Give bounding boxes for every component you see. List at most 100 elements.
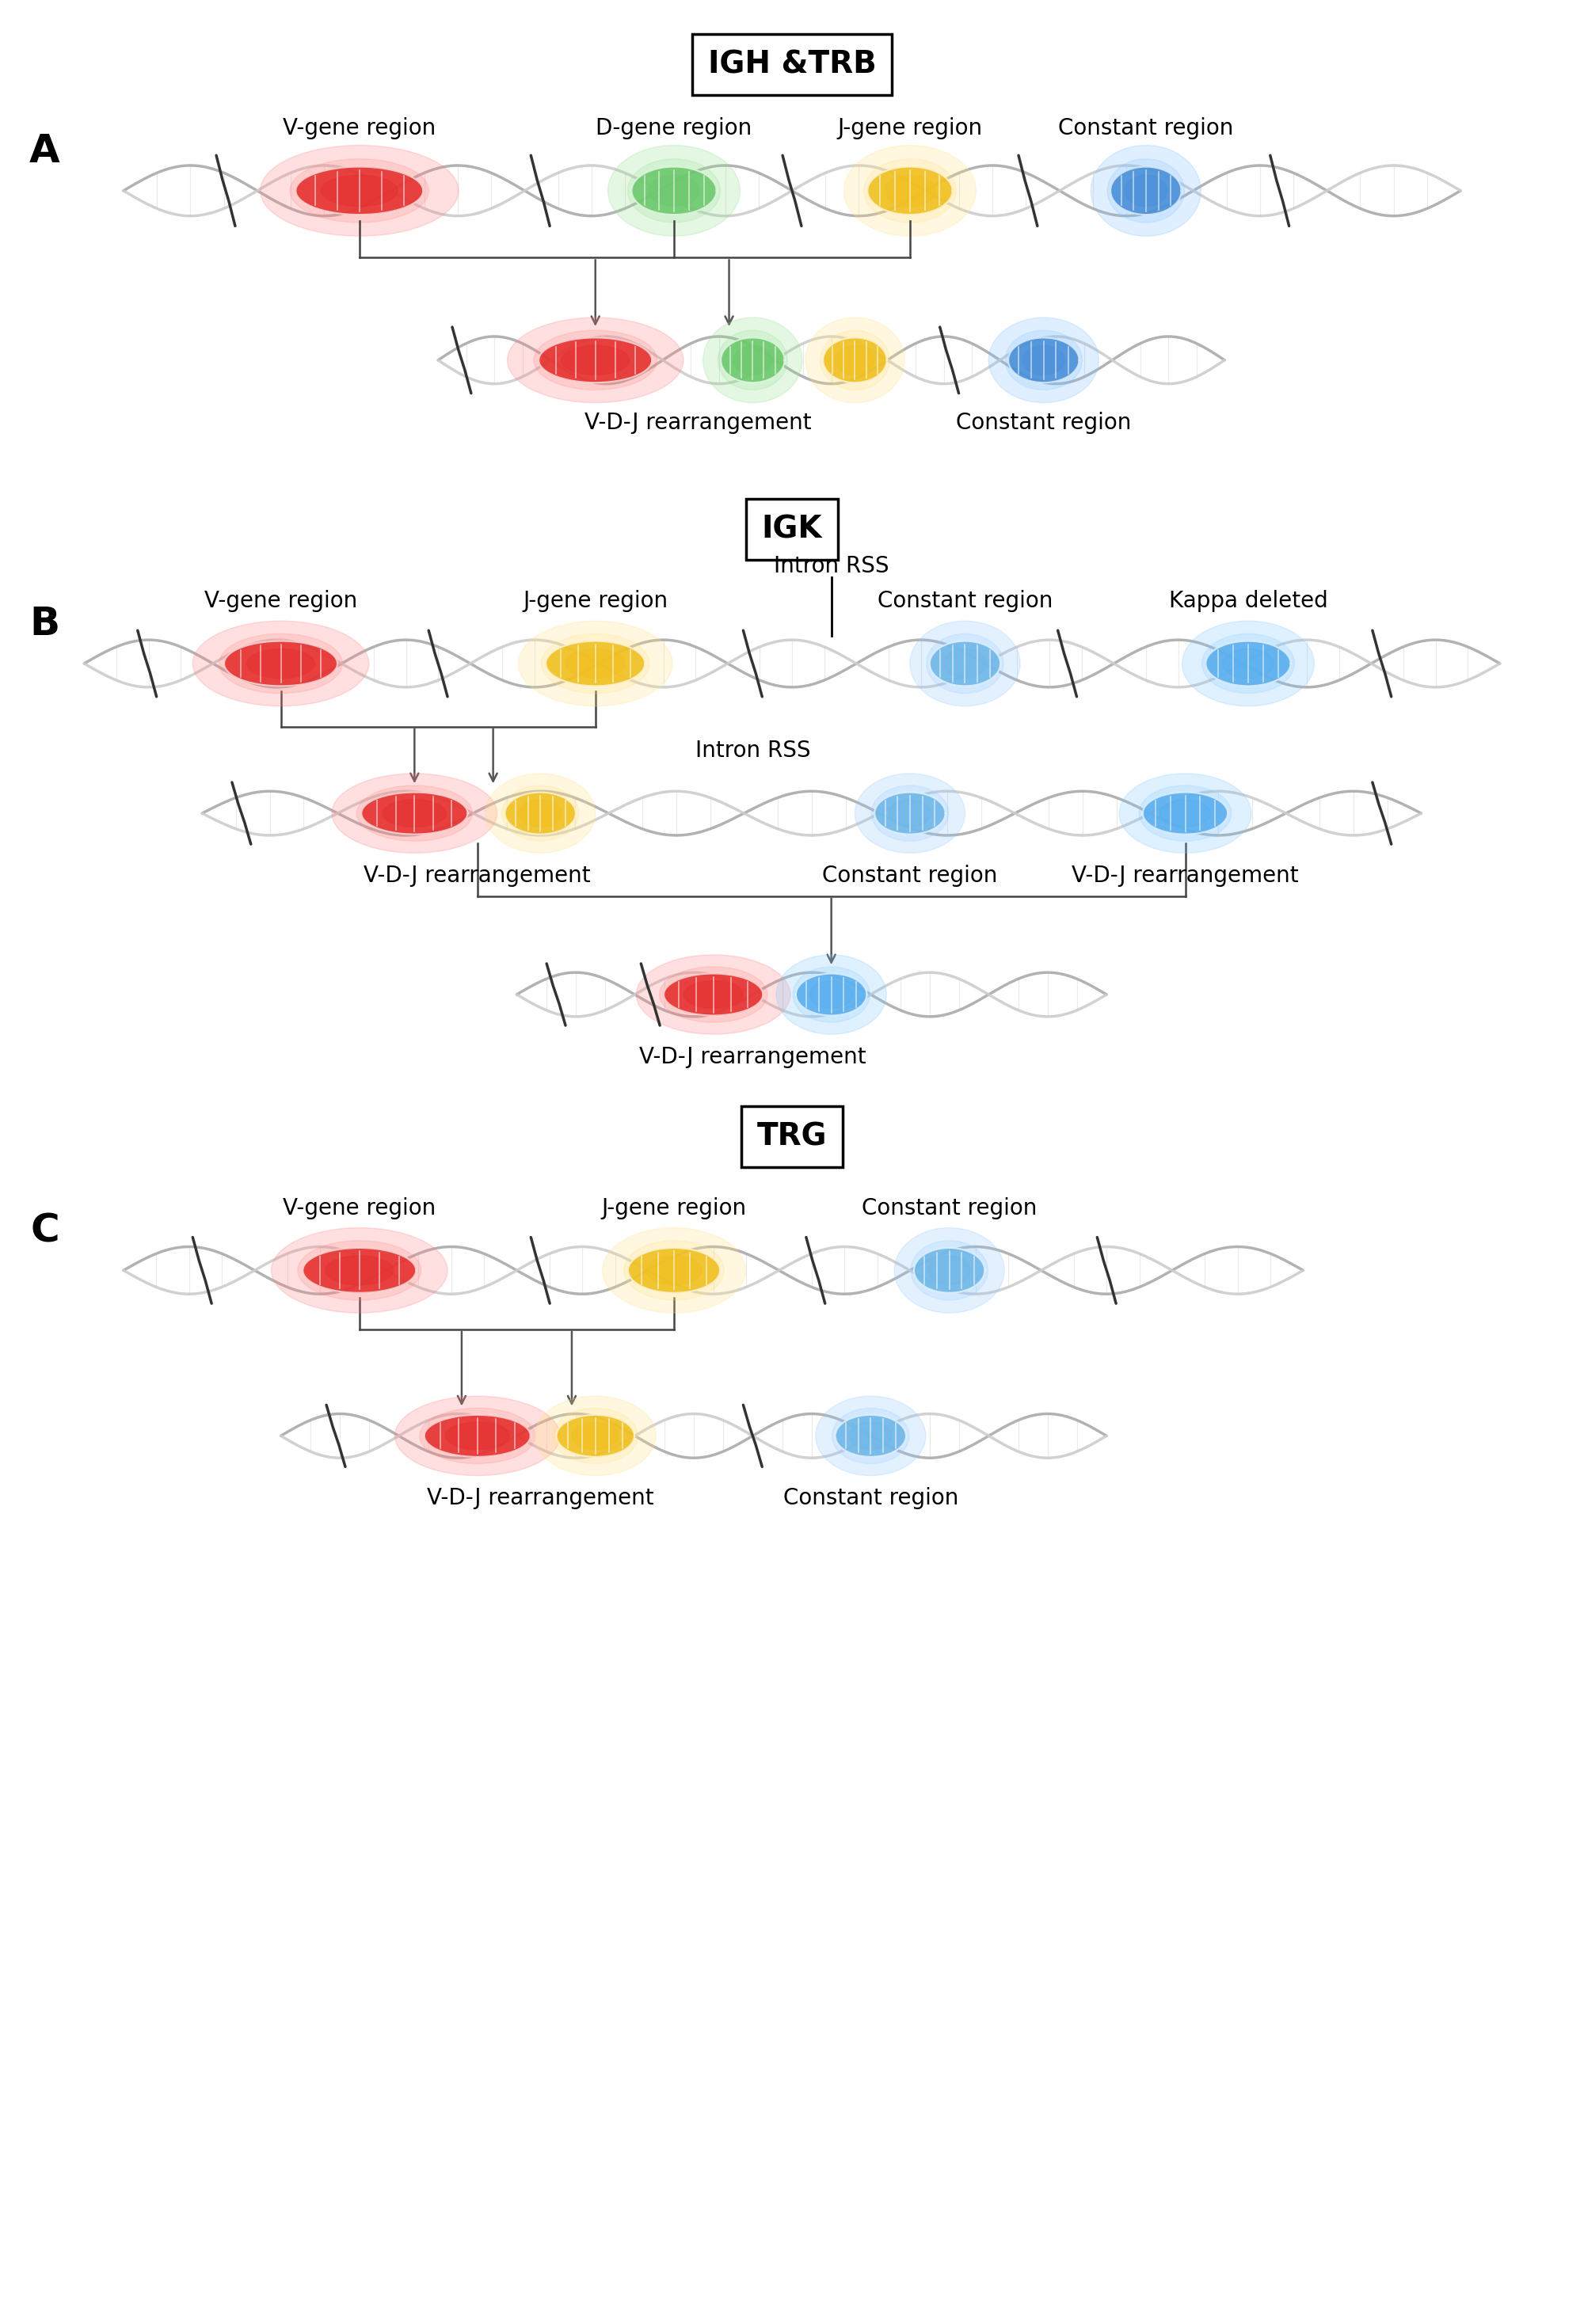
Text: D-gene region: D-gene region [596,116,752,139]
Polygon shape [868,167,952,214]
Ellipse shape [863,158,957,223]
Polygon shape [539,337,653,383]
Polygon shape [1223,648,1274,679]
Polygon shape [425,1415,531,1457]
Polygon shape [1125,174,1167,207]
Polygon shape [824,337,887,383]
Ellipse shape [805,318,904,402]
Ellipse shape [298,1241,421,1299]
Ellipse shape [535,1397,656,1476]
Polygon shape [445,1422,508,1450]
Polygon shape [627,1248,721,1292]
Polygon shape [322,174,398,207]
Text: V-D-J rearrangement: V-D-J rearrangement [364,865,591,888]
Ellipse shape [1006,330,1082,390]
Polygon shape [733,346,771,374]
Polygon shape [648,174,700,207]
Ellipse shape [356,786,472,841]
Ellipse shape [855,774,965,853]
Ellipse shape [542,634,649,693]
Text: V-gene region: V-gene region [284,1197,436,1220]
Ellipse shape [911,1241,988,1299]
Ellipse shape [260,146,458,237]
Ellipse shape [821,330,890,390]
Text: Constant region: Constant region [1058,116,1234,139]
Polygon shape [721,337,784,383]
Text: Constant region: Constant region [878,590,1053,611]
Ellipse shape [909,621,1020,706]
Text: Constant region: Constant region [782,1487,958,1508]
Text: V-D-J rearrangement: V-D-J rearrangement [640,1046,866,1069]
Ellipse shape [518,621,673,706]
Polygon shape [884,174,936,207]
Polygon shape [361,792,467,834]
Ellipse shape [553,1408,638,1464]
Polygon shape [836,346,874,374]
Polygon shape [684,981,743,1009]
Ellipse shape [1120,774,1251,853]
Polygon shape [572,1422,619,1450]
Text: IGH &TRB: IGH &TRB [708,49,876,79]
Text: TRG: TRG [757,1122,827,1150]
Text: IGK: IGK [762,514,822,544]
Text: J-gene region: J-gene region [523,590,668,611]
Ellipse shape [703,318,802,402]
Polygon shape [1205,641,1291,686]
Ellipse shape [792,967,870,1023]
Ellipse shape [1107,158,1185,223]
Polygon shape [1110,167,1182,214]
Polygon shape [303,1248,417,1292]
Text: B: B [30,604,60,644]
Polygon shape [1159,799,1210,827]
Polygon shape [225,641,337,686]
Polygon shape [296,167,423,214]
Ellipse shape [637,955,790,1034]
Ellipse shape [659,967,767,1023]
Ellipse shape [988,318,1099,402]
Text: V-D-J rearrangement: V-D-J rearrangement [426,1487,654,1508]
Polygon shape [835,1415,906,1457]
Text: V-gene region: V-gene region [204,590,358,611]
Ellipse shape [608,146,740,237]
Ellipse shape [420,1408,535,1464]
Ellipse shape [271,1227,448,1313]
Text: A: A [30,132,60,170]
Ellipse shape [816,1397,925,1476]
Polygon shape [849,1422,892,1450]
Text: V-D-J rearrangement: V-D-J rearrangement [1072,865,1299,888]
Polygon shape [1142,792,1228,834]
Ellipse shape [1139,786,1231,841]
Polygon shape [874,792,946,834]
Ellipse shape [718,330,787,390]
Ellipse shape [624,1241,724,1299]
Polygon shape [928,1255,971,1285]
Text: Intron RSS: Intron RSS [773,555,889,576]
Polygon shape [561,346,629,374]
Ellipse shape [502,786,578,841]
Text: V-gene region: V-gene region [284,116,436,139]
Polygon shape [1022,346,1064,374]
Polygon shape [914,1248,985,1292]
Ellipse shape [844,146,976,237]
Text: Constant region: Constant region [822,865,998,888]
Ellipse shape [485,774,596,853]
Ellipse shape [1182,621,1315,706]
Ellipse shape [776,955,887,1034]
Polygon shape [505,792,575,834]
Ellipse shape [193,621,369,706]
Ellipse shape [895,1227,1004,1313]
Text: Constant region: Constant region [862,1197,1038,1220]
Polygon shape [944,648,987,679]
Polygon shape [889,799,931,827]
Ellipse shape [627,158,721,223]
Polygon shape [520,799,562,827]
Text: Constant region: Constant region [957,411,1131,435]
Ellipse shape [1202,634,1294,693]
Polygon shape [930,641,1001,686]
Polygon shape [809,981,852,1009]
Polygon shape [247,648,315,679]
Ellipse shape [219,634,342,693]
Ellipse shape [507,318,683,402]
Text: J-gene region: J-gene region [838,116,982,139]
Ellipse shape [1091,146,1201,237]
